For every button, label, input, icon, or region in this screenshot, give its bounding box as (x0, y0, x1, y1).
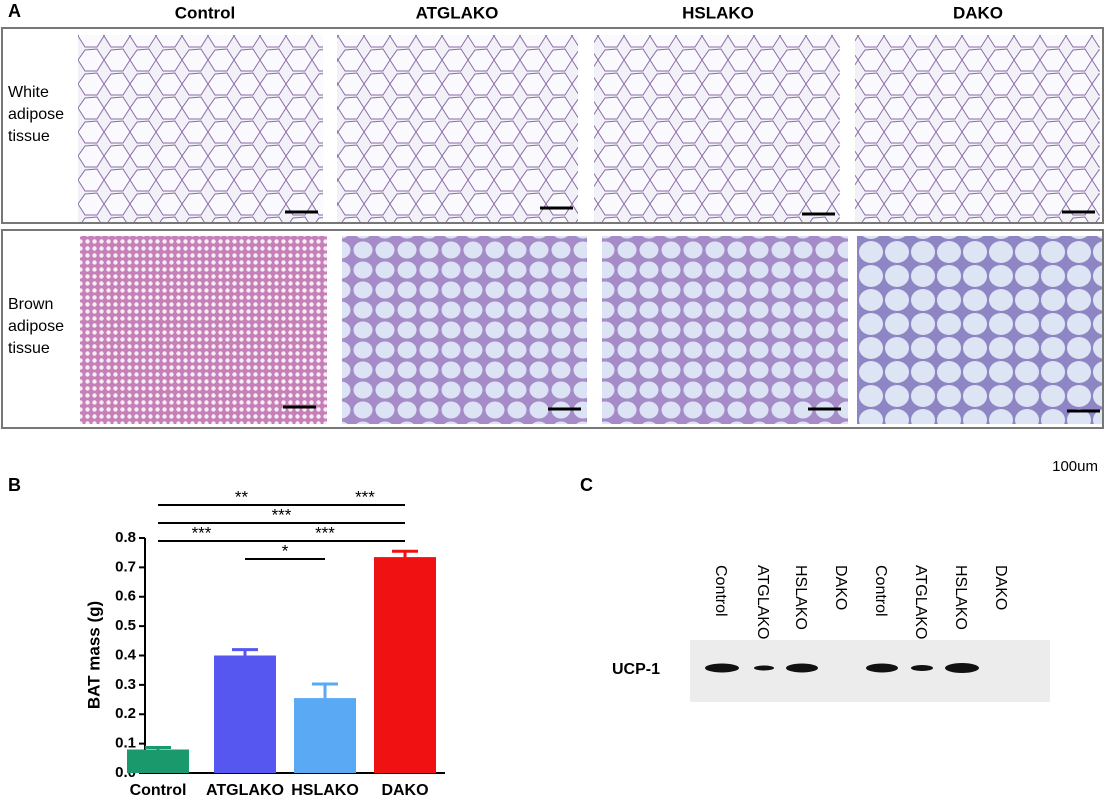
lane-label: ATGLAKO (912, 565, 929, 639)
y-tick-label: 0.5 (115, 617, 136, 634)
blot-band (786, 663, 818, 673)
y-tick-label: 0.7 (115, 558, 136, 575)
row-frame (1, 229, 1104, 429)
lane-label: ATGLAKO (754, 565, 771, 639)
row-label: Brown adipose tissue (8, 296, 65, 357)
y-tick-label: 0.3 (115, 676, 136, 693)
row-label: White adipose tissue (8, 84, 65, 145)
significance-label: *** (355, 487, 375, 506)
y-tick-label: 0.4 (115, 646, 137, 663)
significance-label: *** (272, 505, 292, 524)
x-tick-label: ATGLAKO (206, 782, 284, 799)
scale-bars (283, 206, 1100, 413)
lane-label: DAKO (992, 565, 1009, 610)
blot-band (705, 663, 739, 673)
panel-label: C (580, 475, 593, 495)
micrograph (602, 236, 848, 424)
column-header: DAKO (953, 3, 1003, 22)
blot-band (945, 663, 979, 673)
micrograph (594, 35, 840, 222)
micrograph (78, 35, 323, 222)
blot (690, 640, 1050, 702)
lane-label: HSLAKO (952, 565, 969, 630)
blot-band (911, 665, 933, 671)
y-tick-label: 0.8 (115, 529, 136, 546)
x-tick-label: Control (130, 782, 187, 799)
micrograph (855, 35, 1100, 222)
panel-label: A (8, 1, 21, 21)
y-tick-label: 0.6 (115, 588, 136, 605)
micrograph (342, 236, 587, 424)
column-header: Control (175, 3, 235, 22)
column-header: ATGLAKO (416, 3, 499, 22)
blot-band (754, 665, 774, 671)
x-tick-label: DAKO (381, 782, 428, 799)
bar (294, 698, 356, 773)
y-axis-label: BAT mass (g) (84, 601, 103, 709)
bar (214, 655, 276, 773)
lane-label: DAKO (832, 565, 849, 610)
y-tick-label: 0.1 (115, 735, 136, 752)
micrograph (337, 35, 578, 222)
y-tick-label: 0.2 (115, 705, 136, 722)
significance-label: * (282, 541, 289, 560)
band-label: UCP-1 (612, 661, 660, 678)
lane-label: HSLAKO (792, 565, 809, 630)
bar (127, 749, 189, 773)
column-header: HSLAKO (682, 3, 754, 22)
bar (374, 557, 436, 773)
significance-label: *** (315, 523, 335, 542)
blot-band (866, 663, 898, 673)
significance-label: ** (235, 487, 249, 506)
lane-label: Control (712, 565, 729, 617)
lane-label: Control (872, 565, 889, 617)
scale-label: 100um (1052, 458, 1098, 475)
x-tick-label: HSLAKO (291, 782, 359, 799)
row-frame (1, 27, 1104, 224)
micrograph (857, 236, 1102, 424)
micrograph (80, 236, 327, 424)
panel-label: B (8, 475, 21, 495)
significance-label: *** (192, 523, 212, 542)
